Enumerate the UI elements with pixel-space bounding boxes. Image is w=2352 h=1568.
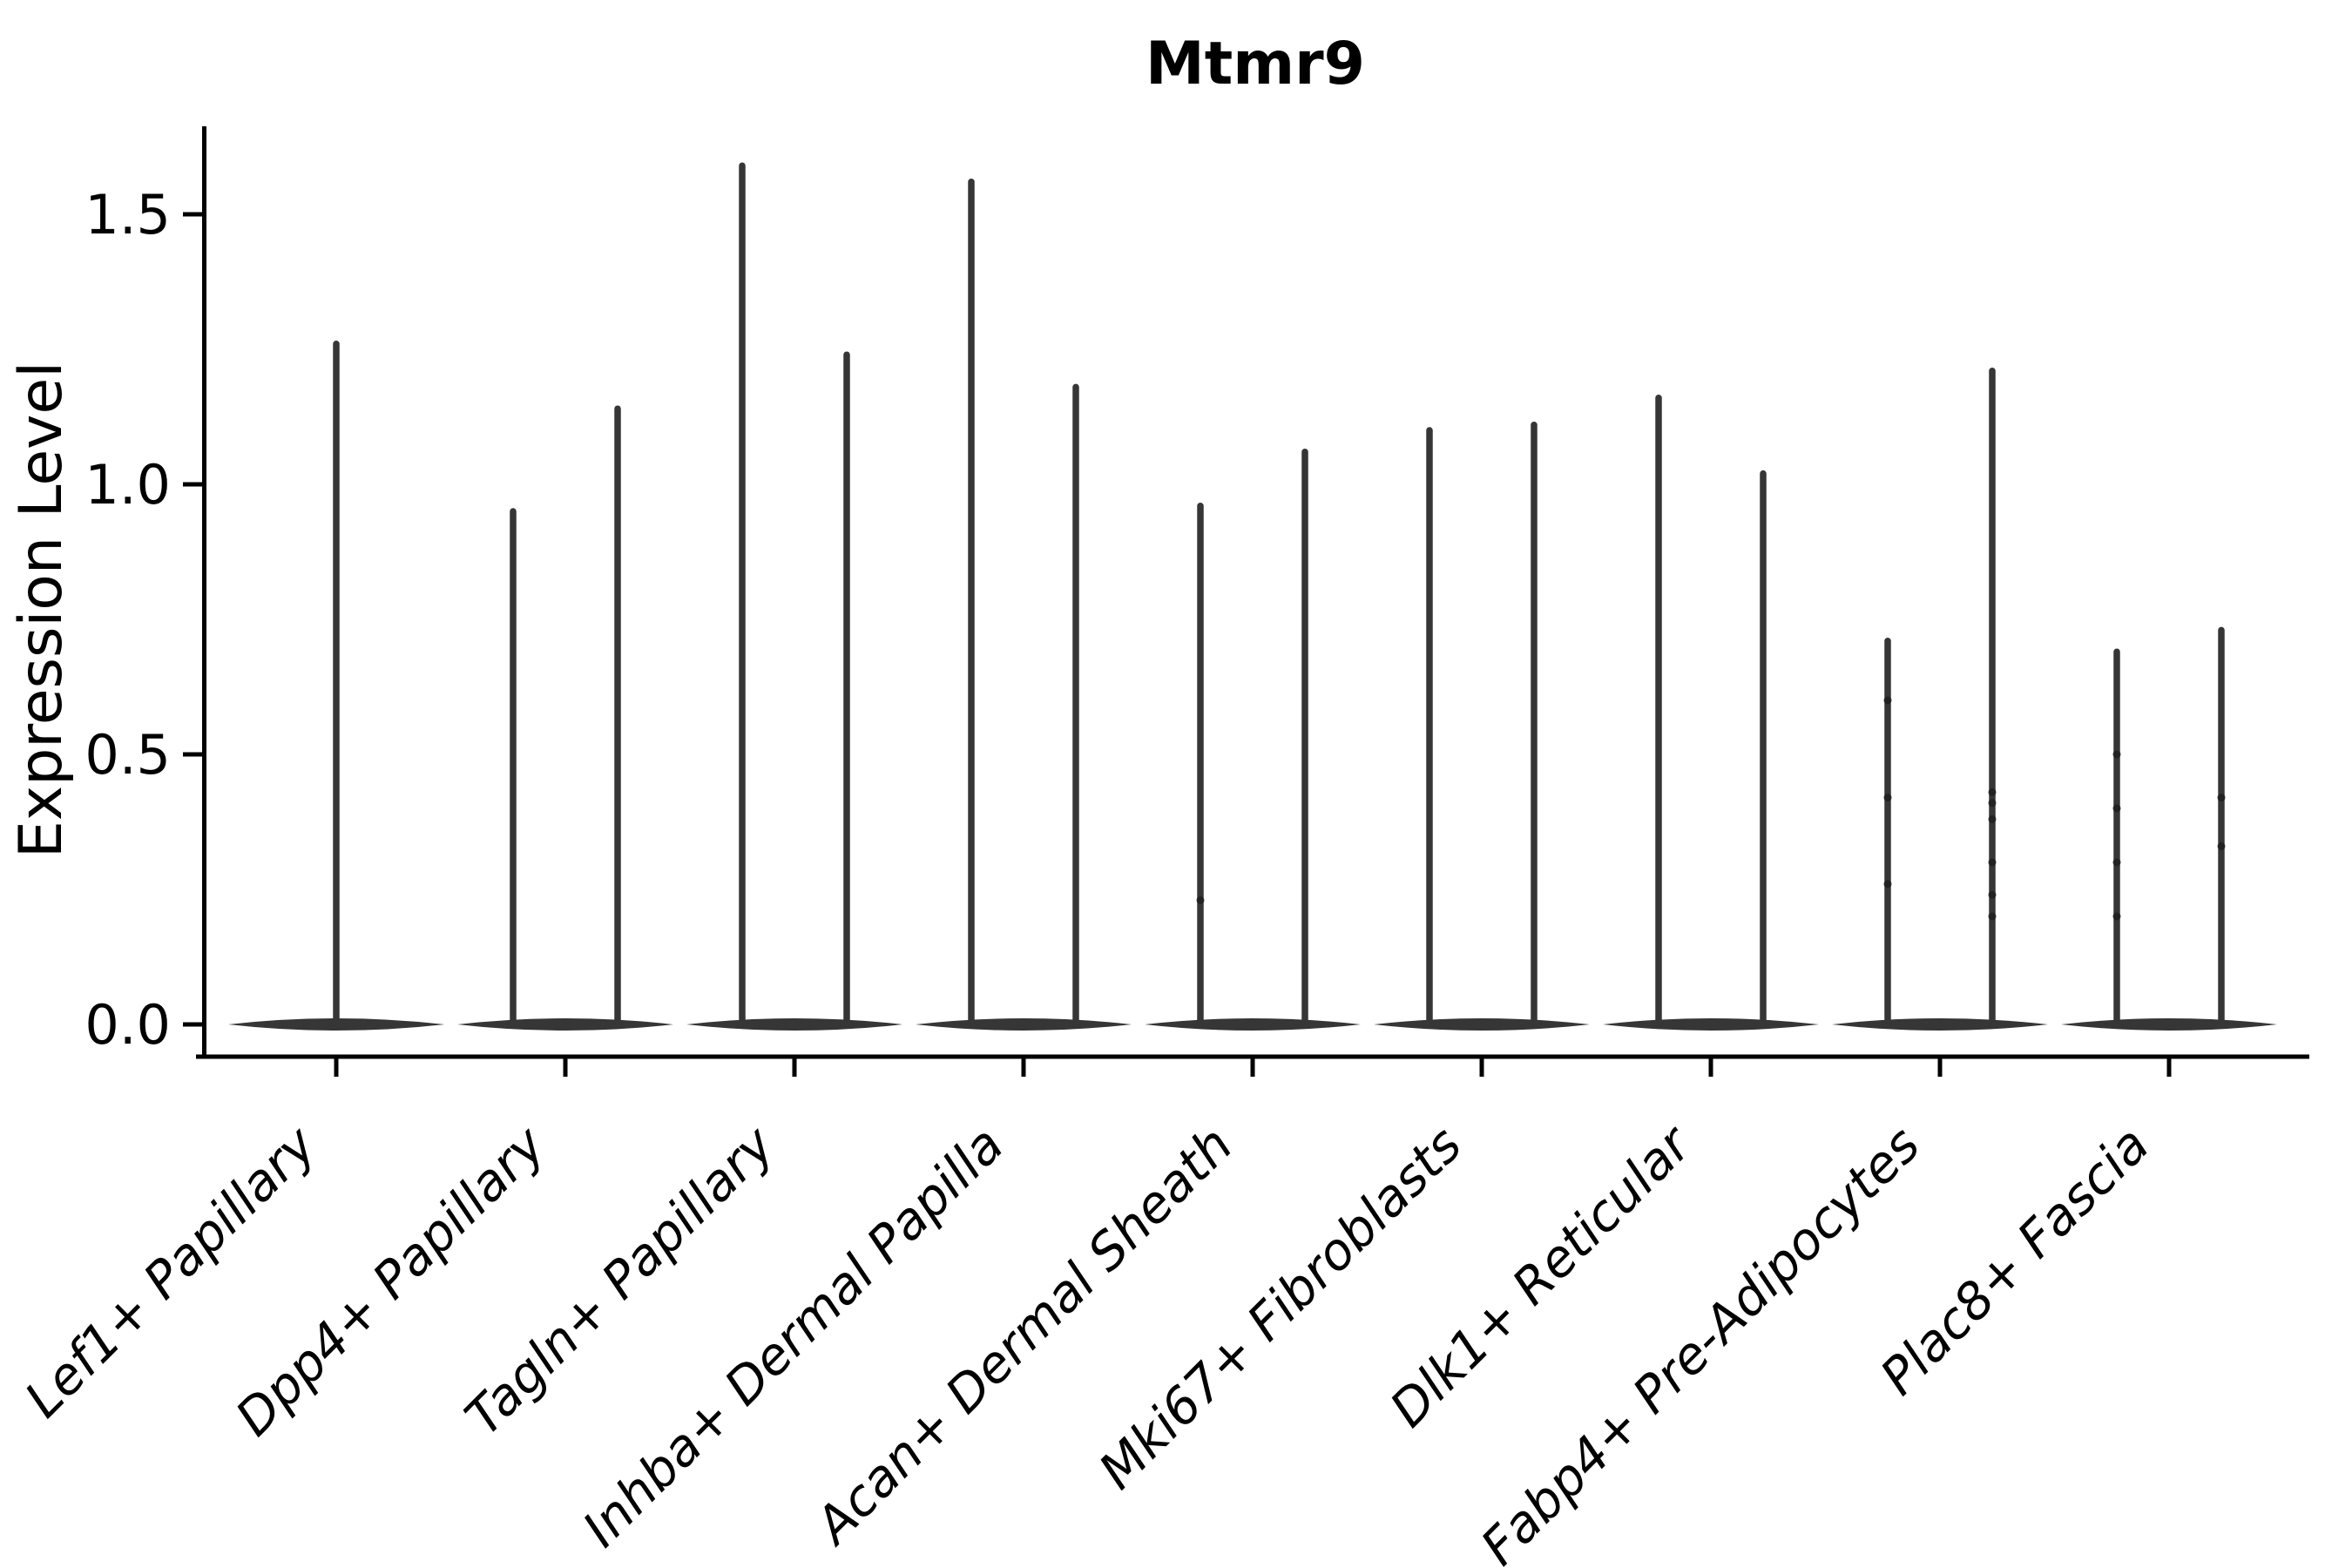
x-tick-label-inhba-dermal-papilla: Inhba+ Dermal Papilla	[571, 1115, 1015, 1558]
x-tick-label-fabp4-pre-adipocytes: Fabp4+ Pre-Adipocytes	[1470, 1115, 1931, 1568]
x-tick-label-acan-dermal-sheath: Acan+ Dermal Sheath	[801, 1115, 1244, 1558]
y-tick-label-1.5: 1.5	[84, 183, 171, 247]
violin-glyphs	[228, 162, 2277, 1031]
y-tick-label-1.0: 1.0	[84, 453, 171, 517]
y-tick-label-0.5: 0.5	[84, 723, 171, 787]
y-tick-label-0.0: 0.0	[84, 993, 171, 1057]
chart-title: Mtmr9	[1146, 30, 1365, 98]
y-tick-labels: 0.0 0.5 1.0 1.5	[84, 183, 171, 1057]
axis-spines	[183, 126, 2309, 1077]
y-axis-label: Expression Level	[7, 362, 76, 858]
x-tick-labels: Lef1+ Papillary Dpp4+ Papillary Tagln+ P…	[13, 1113, 2159, 1568]
